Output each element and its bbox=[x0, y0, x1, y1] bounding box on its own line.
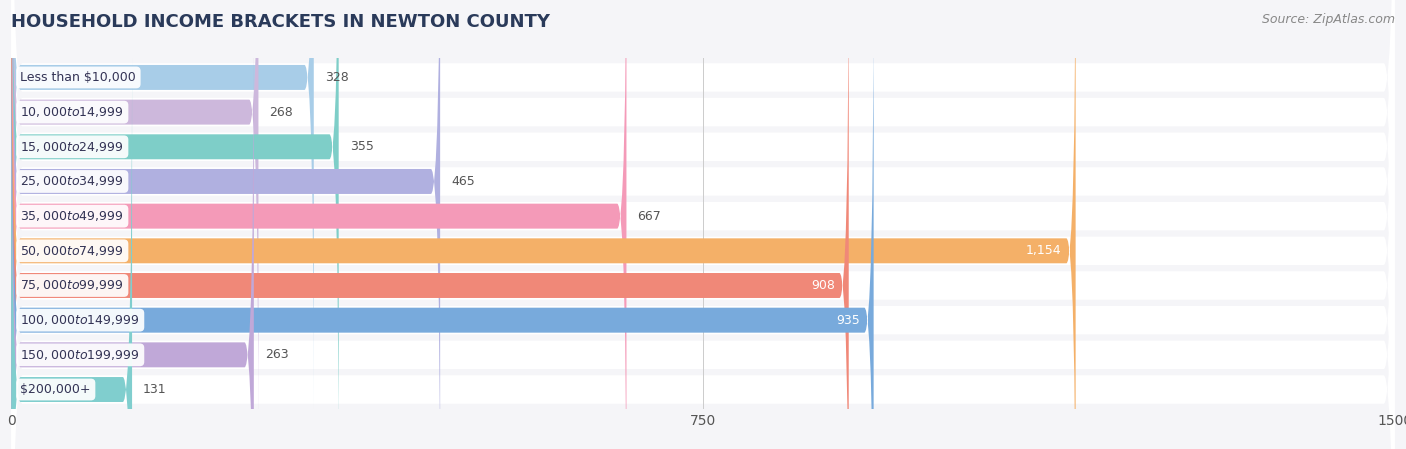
Text: 667: 667 bbox=[637, 210, 661, 223]
Text: 263: 263 bbox=[264, 348, 288, 361]
Text: 465: 465 bbox=[451, 175, 475, 188]
Text: 268: 268 bbox=[270, 106, 294, 119]
FancyBboxPatch shape bbox=[11, 0, 259, 446]
Text: $35,000 to $49,999: $35,000 to $49,999 bbox=[21, 209, 124, 223]
Text: 355: 355 bbox=[350, 140, 374, 153]
Text: $100,000 to $149,999: $100,000 to $149,999 bbox=[21, 313, 139, 327]
Text: $75,000 to $99,999: $75,000 to $99,999 bbox=[21, 278, 124, 292]
Text: Less than $10,000: Less than $10,000 bbox=[21, 71, 136, 84]
FancyBboxPatch shape bbox=[11, 0, 849, 449]
FancyBboxPatch shape bbox=[11, 0, 1395, 449]
Text: 328: 328 bbox=[325, 71, 349, 84]
Text: $200,000+: $200,000+ bbox=[21, 383, 91, 396]
FancyBboxPatch shape bbox=[11, 0, 1395, 449]
FancyBboxPatch shape bbox=[11, 0, 1395, 449]
FancyBboxPatch shape bbox=[11, 21, 254, 449]
FancyBboxPatch shape bbox=[11, 0, 873, 449]
FancyBboxPatch shape bbox=[11, 0, 314, 412]
FancyBboxPatch shape bbox=[11, 0, 1395, 449]
FancyBboxPatch shape bbox=[11, 0, 627, 449]
FancyBboxPatch shape bbox=[11, 0, 1395, 449]
FancyBboxPatch shape bbox=[11, 0, 1395, 449]
FancyBboxPatch shape bbox=[11, 0, 1395, 449]
FancyBboxPatch shape bbox=[11, 0, 1395, 449]
FancyBboxPatch shape bbox=[11, 0, 1076, 449]
FancyBboxPatch shape bbox=[11, 0, 339, 449]
Text: HOUSEHOLD INCOME BRACKETS IN NEWTON COUNTY: HOUSEHOLD INCOME BRACKETS IN NEWTON COUN… bbox=[11, 13, 550, 31]
Text: Source: ZipAtlas.com: Source: ZipAtlas.com bbox=[1261, 13, 1395, 26]
Text: 935: 935 bbox=[837, 314, 860, 327]
Text: $150,000 to $199,999: $150,000 to $199,999 bbox=[21, 348, 139, 362]
Text: $25,000 to $34,999: $25,000 to $34,999 bbox=[21, 175, 124, 189]
FancyBboxPatch shape bbox=[11, 0, 1395, 449]
Text: $50,000 to $74,999: $50,000 to $74,999 bbox=[21, 244, 124, 258]
FancyBboxPatch shape bbox=[11, 55, 132, 449]
FancyBboxPatch shape bbox=[11, 0, 1395, 449]
Text: 131: 131 bbox=[143, 383, 167, 396]
Text: 1,154: 1,154 bbox=[1026, 244, 1062, 257]
Text: 908: 908 bbox=[811, 279, 835, 292]
Text: $15,000 to $24,999: $15,000 to $24,999 bbox=[21, 140, 124, 154]
Text: $10,000 to $14,999: $10,000 to $14,999 bbox=[21, 105, 124, 119]
FancyBboxPatch shape bbox=[11, 0, 440, 449]
